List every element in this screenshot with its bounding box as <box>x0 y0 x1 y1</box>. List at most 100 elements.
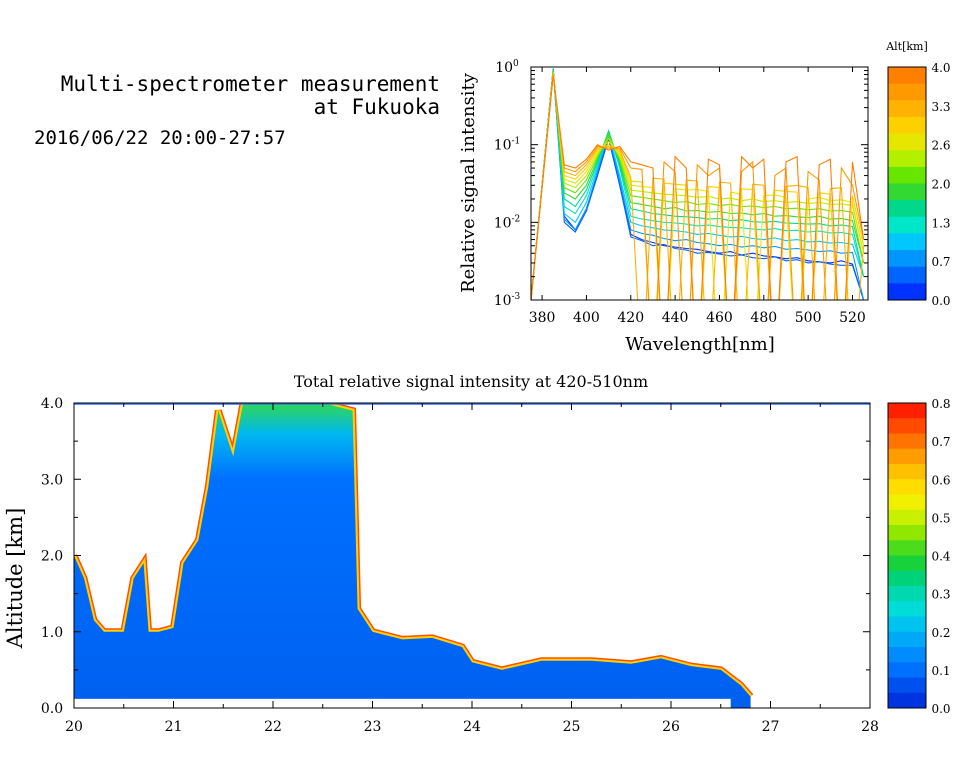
intensity-colorbar-swatch <box>888 647 926 663</box>
intensity-colorbar-swatch <box>888 448 926 465</box>
intensity-colorbar-swatch <box>888 631 926 648</box>
altitude-colorbar: 4.0 3.3 2.6 2.0 1.3 0.7 0.0 <box>887 61 951 308</box>
altitude-colorbar-swatch <box>888 150 926 168</box>
intensity-colorbar-tick-label: 0.2 <box>931 626 950 640</box>
altitude-colorbar-swatch <box>888 266 926 284</box>
heatmap-x-tick-label: 23 <box>364 719 382 735</box>
spectrum-plot-frame <box>530 66 869 301</box>
spectrum-chart: 380 400 420 440 460 480 500 52010-310-210-1100 … <box>458 40 951 355</box>
spectrum-x-tick-label: 480 <box>750 310 777 326</box>
altitude-colorbar-tick-label: 1.3 <box>931 216 950 230</box>
intensity-colorbar-tick-label: 0.0 <box>931 702 950 716</box>
intensity-colorbar-swatch <box>888 479 926 495</box>
intensity-colorbar-swatch <box>888 586 926 602</box>
spectrum-x-tick-label: 440 <box>662 310 689 326</box>
heatmap-y-tick-label: 2.0 <box>41 549 63 565</box>
altitude-colorbar-swatch <box>888 233 926 251</box>
altitude-colorbar-swatch <box>888 83 926 101</box>
spectrum-series-line <box>531 69 865 300</box>
altitude-colorbar-swatch <box>888 250 926 268</box>
intensity-colorbar-tick-label: 0.4 <box>931 550 950 564</box>
altitude-colorbar-swatch <box>888 100 926 118</box>
intensity-colorbar-tick-label: 0.3 <box>931 588 950 602</box>
spectrum-y-tick-label: 100 <box>495 59 519 76</box>
heatmap-x-tick-label: 25 <box>563 719 581 735</box>
altitude-colorbar-swatch <box>888 67 926 85</box>
heatmap-y-tick-label: 1.0 <box>41 625 63 641</box>
altitude-time-heatmap: Total relative signal intensity at 420-5… <box>3 372 951 735</box>
heatmap-x-tick-label: 26 <box>662 719 680 735</box>
page-title: Multi-spectrometer measurement at Fukuok… <box>12 73 440 119</box>
spectrum-x-tick-label: 520 <box>839 310 866 326</box>
intensity-colorbar: 0.8 0.7 0.6 0.5 0.4 0.3 0.2 0.1 0.0 <box>887 397 951 716</box>
intensity-colorbar-tick-label: 0.6 <box>931 473 950 487</box>
spectrum-series-line <box>531 72 865 300</box>
altitude-colorbar-swatch <box>888 283 926 301</box>
intensity-colorbar-swatch <box>888 540 926 556</box>
intensity-colorbar-frame <box>887 402 927 709</box>
spectrum-x-tick-label: 420 <box>617 310 644 326</box>
intensity-colorbar-swatch <box>888 509 926 526</box>
heatmap-x-tick-label: 28 <box>861 719 879 735</box>
spectrum-series-line <box>531 69 865 300</box>
altitude-colorbar-swatch <box>888 116 926 135</box>
intensity-colorbar-swatch <box>888 433 926 450</box>
spectrum-y-tick-label: 10-3 <box>494 292 521 309</box>
intensity-colorbar-swatch <box>888 464 926 480</box>
intensity-colorbar-swatch <box>888 601 926 617</box>
spectrum-series-line <box>531 74 865 300</box>
spectrum-y-tick-label: 10-2 <box>494 214 521 231</box>
spectrum-series-line <box>531 68 865 300</box>
spectrum-x-tick-label: 460 <box>706 310 733 326</box>
spectrum-series-line <box>531 75 865 300</box>
altitude-colorbar-frame <box>887 66 927 301</box>
spectrum-series-line <box>531 71 865 300</box>
spectrum-x-tick-label: 500 <box>795 310 822 326</box>
intensity-colorbar-swatch <box>888 555 926 572</box>
altitude-colorbar-tick-label: 3.3 <box>931 100 950 114</box>
intensity-colorbar-swatch <box>888 418 926 434</box>
intensity-colorbar-swatch <box>888 616 926 633</box>
intensity-colorbar-swatch <box>888 494 926 511</box>
title-line-2: at Fukuoka <box>313 95 440 119</box>
heatmap-y-tick-label: 4.0 <box>41 396 63 412</box>
intensity-colorbar-tick-label: 0.8 <box>931 397 950 411</box>
heatmap-x-tick-label: 24 <box>463 719 481 735</box>
intensity-colorbar-swatch <box>888 692 926 709</box>
spectrum-x-tick-label: 400 <box>573 310 600 326</box>
intensity-colorbar-swatch <box>888 570 926 587</box>
intensity-colorbar-swatch <box>888 677 926 694</box>
intensity-colorbar-tick-label: 0.1 <box>931 664 950 678</box>
altitude-colorbar-tick-label: 0.0 <box>931 294 950 308</box>
altitude-colorbar-label: Alt[km] <box>885 40 928 53</box>
heatmap-y-axis-label: Altitude [km] <box>3 508 27 650</box>
heatmap-x-tick-label: 22 <box>264 719 282 735</box>
spectrum-series-line <box>531 72 865 300</box>
altitude-colorbar-tick-label: 2.0 <box>931 178 950 192</box>
intensity-colorbar-tick-label: 0.5 <box>931 511 950 525</box>
heatmap-no-data-band <box>74 698 731 708</box>
altitude-colorbar-swatch <box>888 216 926 234</box>
altitude-colorbar-swatch <box>888 133 926 151</box>
altitude-colorbar-tick-label: 2.6 <box>931 139 950 153</box>
altitude-colorbar-tick-label: 0.7 <box>931 255 950 269</box>
spectrum-x-axis-label: Wavelength[nm] <box>625 334 775 355</box>
altitude-colorbar-swatch <box>888 183 926 201</box>
altitude-colorbar-swatch <box>888 200 926 218</box>
intensity-colorbar-tick-label: 0.7 <box>931 435 950 449</box>
intensity-colorbar-swatch <box>888 662 926 678</box>
altitude-colorbar-swatch <box>888 166 926 184</box>
spectrum-x-tick-label: 380 <box>529 310 556 326</box>
intensity-colorbar-swatch <box>888 525 926 541</box>
measurement-datetime: 2016/06/22 20:00-27:57 <box>34 127 286 149</box>
heatmap-x-tick-label: 27 <box>762 719 780 735</box>
altitude-colorbar-tick-label: 4.0 <box>931 61 950 75</box>
heatmap-signal-region <box>74 403 751 708</box>
spectrum-y-tick-label: 10-1 <box>494 137 521 154</box>
heatmap-y-tick-label: 0.0 <box>41 701 63 717</box>
spectrum-y-axis-label: Relative signal intensity <box>458 72 479 293</box>
title-line-1: Multi-spectrometer measurement <box>60 72 440 96</box>
heatmap-x-tick-label: 21 <box>165 719 183 735</box>
spectrum-series-line <box>531 69 865 300</box>
